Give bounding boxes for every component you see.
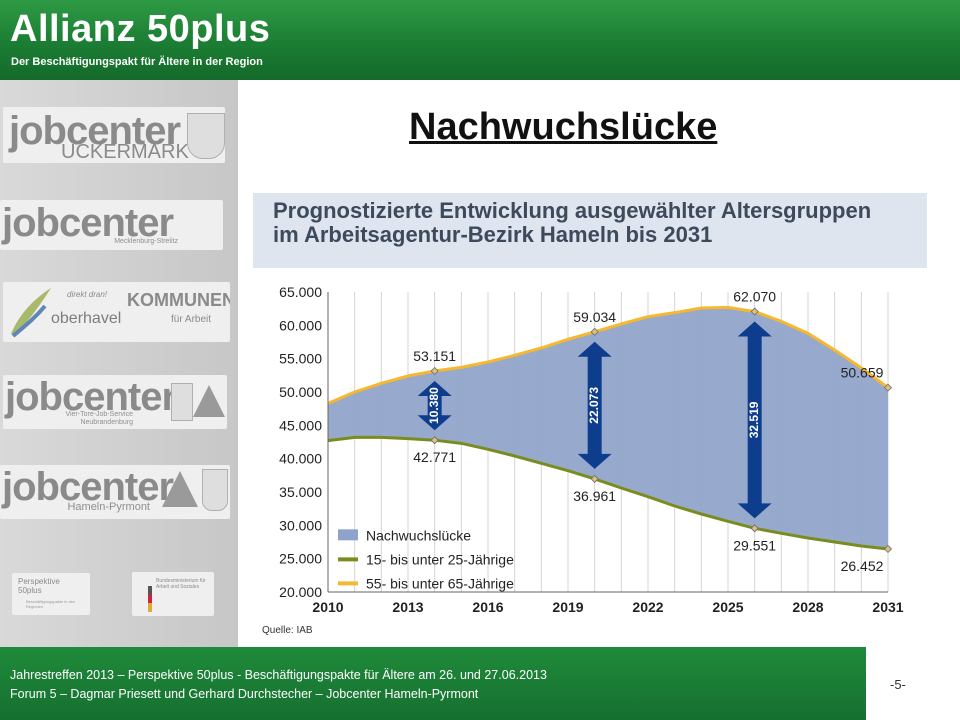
bmas-name: Bundesministerium für Arbeit und Soziale… — [156, 578, 206, 590]
data-label: 29.551 — [733, 537, 776, 553]
data-point-marker — [883, 544, 893, 554]
agentur-triangle-icon — [193, 385, 225, 417]
logo-subtitle: Mecklenburg-Strelitz — [114, 238, 178, 245]
agentur-triangle-icon — [162, 471, 198, 507]
gap-value-label: 22.073 — [587, 387, 601, 424]
logo-wordmark: jobcenter — [5, 375, 177, 419]
footer-line2: Forum 5 – Dagmar Priesett und Gerhard Du… — [10, 687, 479, 701]
jobcenter-mecklenburg-strelitz-logo: jobcenter Mecklenburg-Strelitz — [0, 200, 223, 250]
data-point-marker — [430, 366, 439, 376]
data-label: 26.452 — [841, 558, 884, 574]
german-flag-icon — [148, 586, 152, 612]
oberhavel-swoosh-icon — [11, 288, 51, 338]
oberhavel-name: oberhavel — [51, 310, 122, 327]
footer-banner: Jahrestreffen 2013 – Perspektive 50plus … — [0, 647, 866, 720]
data-point-marker — [590, 327, 599, 336]
logo-wordmark: jobcenter — [9, 109, 181, 153]
kommunen-name: KOMMUNEN — [127, 290, 230, 310]
gap-arrow — [417, 380, 452, 431]
y-tick-label: 25.000 — [279, 551, 322, 567]
brand-tagline: Der Beschäftigungspakt für Ältere in der… — [11, 56, 263, 68]
series-line-55-65 — [327, 305, 889, 405]
jobcenter-hameln-pyrmont-logo: jobcenter Hameln-Pyrmont — [0, 465, 230, 519]
data-label: 50.659 — [841, 365, 884, 381]
data-point-marker — [590, 474, 599, 483]
y-tick-label: 55.000 — [279, 351, 322, 367]
jobcenter-neubrandenburg-logo: jobcenter Vier-Tore-Job-Service Neubrand… — [3, 375, 227, 429]
perspektive-name: Perspektive 50plus — [18, 577, 60, 595]
header-banner: Allianz 50plus Der Beschäftigungspakt fü… — [0, 0, 960, 80]
series-line-15-25 — [327, 435, 889, 551]
x-tick-label: 2025 — [712, 599, 743, 615]
data-point-marker — [750, 524, 759, 533]
legend-swatch-gap — [338, 529, 358, 541]
y-tick-label: 50.000 — [279, 384, 322, 400]
x-tick-label: 2028 — [792, 599, 823, 615]
oberhavel-kommunen-logo: direkt dran! oberhavel KOMMUNEN für Arbe… — [3, 282, 230, 342]
gap-value-label: 32.519 — [747, 401, 761, 438]
legend-label-55-65: 55- bis unter 65-Jährige — [366, 575, 514, 591]
chart-title-box: Prognostizierte Entwicklung ausgewählter… — [253, 193, 927, 268]
data-label: 62.070 — [733, 289, 776, 305]
y-tick-label: 40.000 — [279, 451, 322, 467]
page-number: -5- — [890, 677, 906, 692]
data-point-marker — [430, 436, 439, 445]
brand-title: Allianz 50plus — [10, 8, 271, 50]
source-note: Quelle: IAB — [262, 625, 313, 636]
x-tick-label: 2031 — [872, 599, 903, 615]
data-label: 36.961 — [573, 488, 616, 504]
jobcenter-uckermark-logo: jobcenter UCKERMARK — [3, 107, 225, 163]
y-tick-label: 20.000 — [279, 584, 322, 600]
x-tick-label: 2013 — [392, 599, 423, 615]
data-point-marker — [750, 307, 759, 316]
legend-label-gap: Nachwuchslücke — [366, 527, 471, 543]
oberhavel-slogan: direkt dran! — [67, 290, 108, 299]
coat-of-arms-icon — [171, 383, 193, 421]
chart-title-line2: im Arbeitsagentur-Bezirk Hameln bis 2031 — [273, 222, 713, 247]
y-tick-label: 35.000 — [279, 484, 322, 500]
logo-subtitle: UCKERMARK — [61, 141, 189, 163]
gap-value-label: 10.380 — [427, 387, 441, 424]
y-tick-label: 65.000 — [279, 284, 322, 300]
data-point-marker — [883, 383, 893, 392]
logo-wordmark: jobcenter — [2, 465, 174, 509]
data-label: 53.151 — [413, 348, 456, 364]
y-tick-label: 45.000 — [279, 417, 322, 433]
y-tick-label: 30.000 — [279, 517, 322, 533]
perspektive-subtitle: Beschäftigungspakte in den Regionen — [26, 599, 76, 609]
data-label: 59.034 — [573, 309, 616, 325]
x-tick-label: 2010 — [312, 599, 343, 615]
page-title: Nachwuchslücke — [409, 106, 718, 148]
x-tick-label: 2016 — [472, 599, 503, 615]
partner-logo-sidebar: jobcenter UCKERMARK jobcenter Mecklenbur… — [0, 80, 238, 647]
coat-of-arms-icon — [187, 113, 225, 159]
coat-of-arms-icon — [202, 469, 228, 511]
footer-line1: Jahrestreffen 2013 – Perspektive 50plus … — [10, 668, 547, 682]
chart-title-line1: Prognostizierte Entwicklung ausgewählter… — [273, 198, 872, 223]
logo-subtitle: Vier-Tore-Job-Service Neubrandenburg — [65, 411, 133, 426]
legend-label-15-25: 15- bis unter 25-Jährige — [366, 551, 514, 567]
x-tick-label: 2019 — [552, 599, 583, 615]
gap-arrow — [737, 321, 772, 519]
logo-wordmark: jobcenter — [2, 201, 174, 245]
gap-arrow — [577, 341, 612, 469]
population-chart: 20.000 25.000 30.000 35.000 40.000 45.000 50.0… — [279, 284, 904, 615]
kommunen-subtitle: für Arbeit — [171, 314, 212, 325]
bmas-logo: Bundesministerium für Arbeit und Soziale… — [132, 572, 214, 616]
perspektive-50plus-logo: Perspektive 50plus Beschäftigungspakte i… — [12, 573, 90, 615]
x-tick-label: 2022 — [632, 599, 663, 615]
y-tick-label: 60.000 — [279, 317, 322, 333]
logo-subtitle: Hameln-Pyrmont — [67, 501, 150, 513]
data-label: 42.771 — [413, 449, 456, 465]
